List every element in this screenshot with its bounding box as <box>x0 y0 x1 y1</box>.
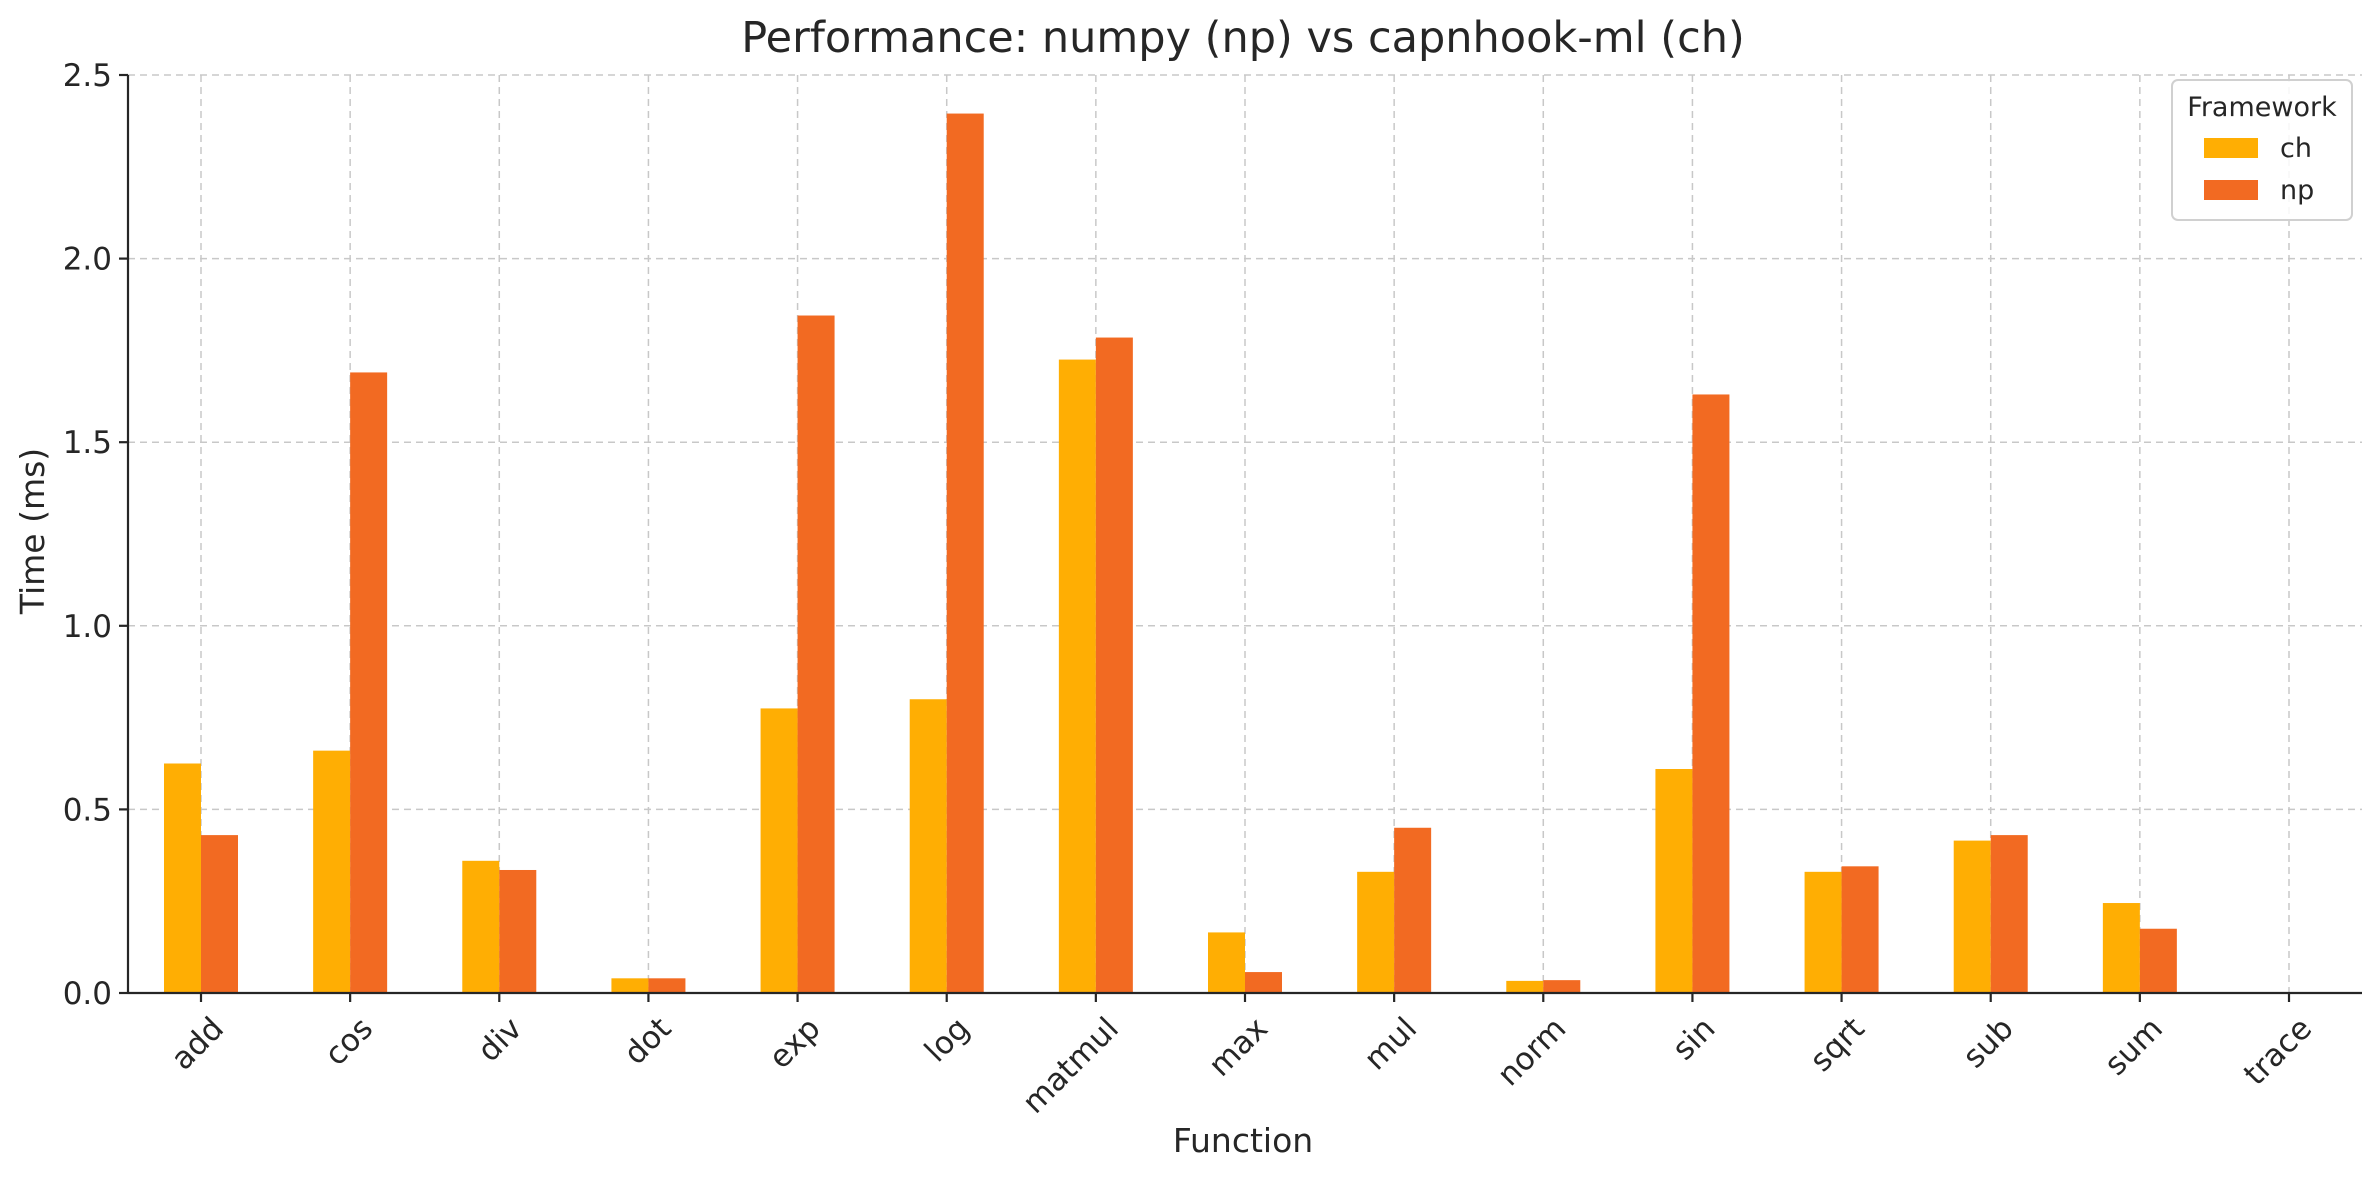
x-tick-label: add <box>164 1011 231 1078</box>
y-tick-label: 1.5 <box>63 425 112 461</box>
legend-title: Framework <box>2187 92 2337 123</box>
bar-ch-log <box>909 699 947 993</box>
bar-ch-exp <box>760 708 798 993</box>
bar-ch-mul <box>1357 871 1395 993</box>
x-tick-label: exp <box>762 1011 827 1076</box>
y-tick-label: 0.5 <box>63 792 112 828</box>
x-tick-label: dot <box>617 1011 678 1072</box>
bar-np-sum <box>2139 928 2177 993</box>
y-axis-label: Time (ms) <box>13 448 52 615</box>
y-tick-label: 1.0 <box>63 609 112 645</box>
bars <box>164 113 2177 994</box>
bar-np-mul <box>1394 827 1432 993</box>
x-tick-label: trace <box>2237 1011 2319 1093</box>
bar-np-cos <box>350 372 388 993</box>
bar-np-norm <box>1543 980 1581 993</box>
x-tick-label: matmul <box>1016 1011 1126 1121</box>
bar-ch-sum <box>2102 903 2140 993</box>
x-tick-label: cos <box>318 1011 380 1073</box>
bar-np-add <box>201 835 238 993</box>
x-tick-label: sum <box>2098 1011 2170 1083</box>
x-tick-label: max <box>1202 1011 1275 1084</box>
bar-ch-cos <box>313 750 351 993</box>
x-tick-labels: add cos div dot exp log matmul max mul norm sin sqr… <box>164 1011 2319 1121</box>
bar-np-div <box>499 869 537 993</box>
bar-np-dot <box>648 978 686 993</box>
bar-np-max <box>1245 972 1282 993</box>
bar-np-exp <box>797 315 835 993</box>
axes <box>119 73 2362 1002</box>
y-tick-label: 0.0 <box>63 976 112 1012</box>
bar-ch-add <box>164 763 201 993</box>
legend-label-np: np <box>2280 175 2314 206</box>
bar-np-matmul <box>1095 337 1133 994</box>
bar-ch-max <box>1208 932 1245 993</box>
bar-ch-dot <box>611 978 649 993</box>
x-tick-label: sub <box>1956 1011 2021 1076</box>
bar-np-sin <box>1692 394 1730 993</box>
bar-ch-matmul <box>1058 359 1096 994</box>
bar-ch-norm <box>1506 980 1544 993</box>
x-axis-label: Function <box>1173 1121 1313 1160</box>
legend-swatch-ch <box>2204 138 2258 158</box>
y-tick-label: 2.5 <box>63 58 112 94</box>
bar-np-sqrt <box>1841 866 1879 993</box>
x-tick-label: norm <box>1491 1011 1574 1094</box>
grid <box>128 74 2362 994</box>
legend-swatch-np <box>2204 180 2258 200</box>
bar-ch-sqrt <box>1804 871 1842 993</box>
bar-np-sub <box>1990 835 2028 993</box>
bar-ch-sub <box>1953 840 1991 993</box>
chart-title: Performance: numpy (np) vs capnhook-ml (… <box>741 13 1745 63</box>
legend-label-ch: ch <box>2280 133 2312 164</box>
x-tick-label: mul <box>1357 1011 1424 1078</box>
legend: Framework ch np <box>2171 79 2353 221</box>
x-tick-label: sqrt <box>1803 1011 1871 1079</box>
y-tick-label: 2.0 <box>63 242 112 278</box>
y-tick-labels: 0.0 0.5 1.0 1.5 2.0 2.5 <box>63 58 112 1012</box>
bar-ch-sin <box>1655 769 1693 993</box>
bar-np-log <box>946 113 984 993</box>
x-tick-label: sin <box>1666 1011 1723 1068</box>
x-tick-label: div <box>471 1011 529 1069</box>
bar-ch-div <box>462 860 500 993</box>
x-tick-label: log <box>918 1011 977 1070</box>
